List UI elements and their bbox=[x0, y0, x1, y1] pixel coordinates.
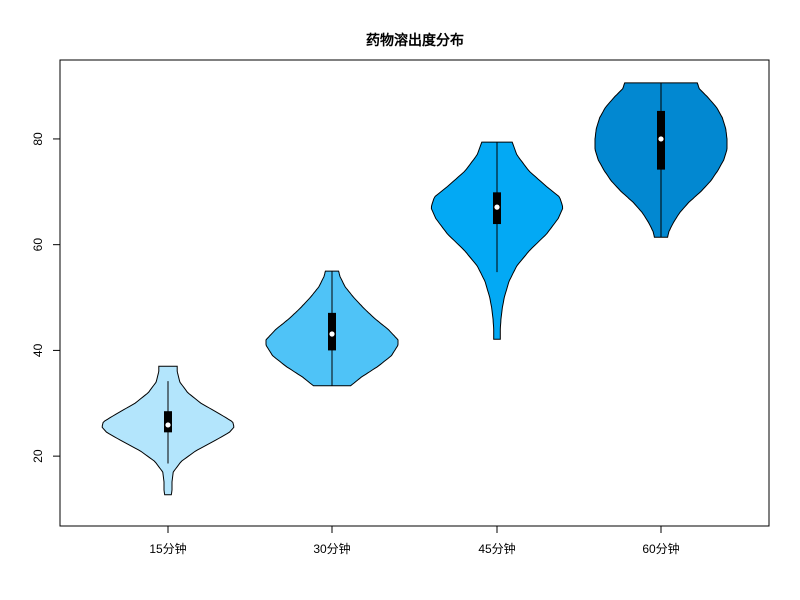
x-tick-label: 30分钟 bbox=[313, 541, 350, 556]
y-tick-label: 20 bbox=[31, 449, 45, 463]
chart-title: 药物溶出度分布 bbox=[366, 32, 464, 49]
violin-4 bbox=[594, 82, 728, 238]
x-axis: 15分钟 30分钟 45分钟 60分钟 bbox=[149, 526, 680, 556]
violin-iqr-box bbox=[164, 411, 172, 433]
y-tick-label: 60 bbox=[31, 238, 45, 252]
violin-median-point bbox=[494, 204, 500, 210]
y-axis: 20 40 60 80 bbox=[31, 132, 60, 463]
violin-median-point bbox=[329, 331, 335, 337]
plot-frame bbox=[59, 59, 770, 527]
y-tick-label: 80 bbox=[31, 132, 45, 146]
violin-median-point bbox=[165, 422, 171, 428]
x-tick-label: 60分钟 bbox=[642, 541, 679, 556]
violin-3 bbox=[430, 141, 564, 340]
y-tick-label: 40 bbox=[31, 343, 45, 357]
x-tick-label: 15分钟 bbox=[149, 541, 186, 556]
violin-2 bbox=[265, 270, 399, 387]
violin-1 bbox=[101, 365, 235, 496]
violin-median-point bbox=[658, 136, 664, 142]
violins-layer bbox=[101, 82, 728, 496]
x-tick-label: 45分钟 bbox=[478, 541, 515, 556]
